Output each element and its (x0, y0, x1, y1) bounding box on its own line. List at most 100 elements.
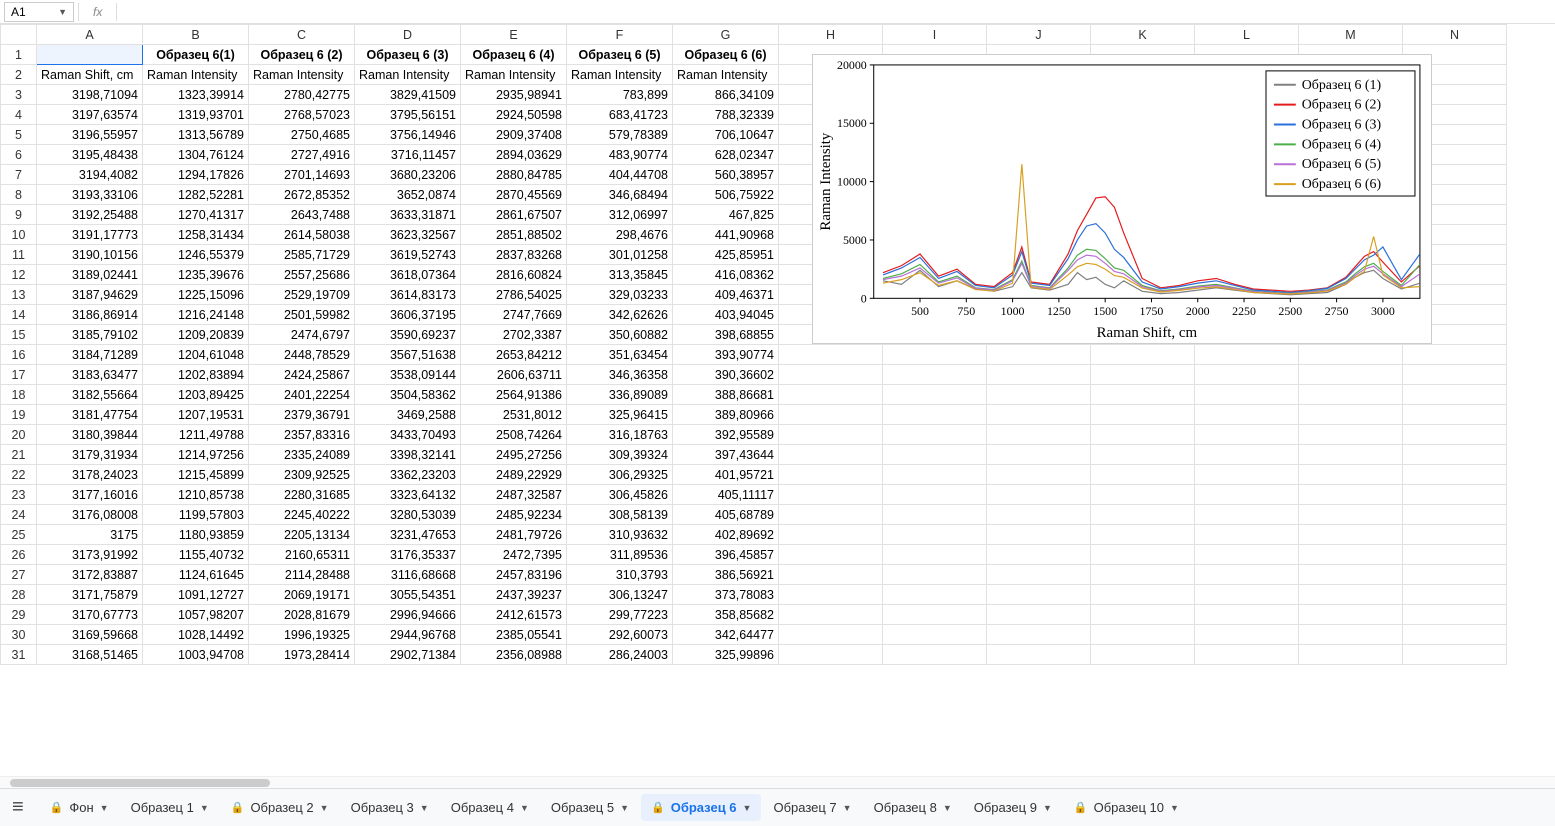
cell[interactable]: 2401,22254 (249, 385, 355, 405)
selected-cell[interactable] (37, 45, 143, 65)
cell[interactable]: 3614,83173 (355, 285, 461, 305)
cell[interactable]: 299,77223 (567, 605, 673, 625)
cell[interactable]: 3116,68668 (355, 565, 461, 585)
cell[interactable]: 2437,39237 (461, 585, 567, 605)
cell[interactable]: 3398,32141 (355, 445, 461, 465)
tab-dropdown-icon[interactable]: ▼ (100, 803, 109, 813)
cell[interactable]: 2653,84212 (461, 345, 567, 365)
cell[interactable] (1299, 625, 1403, 645)
cell[interactable]: 2564,91386 (461, 385, 567, 405)
cell[interactable] (1195, 605, 1299, 625)
row-header[interactable]: 1 (1, 45, 37, 65)
cell[interactable]: 1270,41317 (143, 205, 249, 225)
cell[interactable]: Образец 6 (3) (355, 45, 461, 65)
row-header[interactable]: 8 (1, 185, 37, 205)
cell[interactable] (1195, 565, 1299, 585)
cell[interactable] (779, 525, 883, 545)
row-header[interactable]: 6 (1, 145, 37, 165)
cell[interactable]: 1204,61048 (143, 345, 249, 365)
cell[interactable] (883, 585, 987, 605)
cell[interactable] (1195, 645, 1299, 665)
cell[interactable]: 398,68855 (673, 325, 779, 345)
row-header[interactable]: 7 (1, 165, 37, 185)
cell[interactable]: 783,899 (567, 85, 673, 105)
cell[interactable]: 1057,98207 (143, 605, 249, 625)
cell[interactable]: 3179,31934 (37, 445, 143, 465)
cell[interactable] (883, 485, 987, 505)
row-header[interactable]: 29 (1, 605, 37, 625)
cell[interactable]: 1155,40732 (143, 545, 249, 565)
cell[interactable] (1091, 545, 1195, 565)
tab-dropdown-icon[interactable]: ▼ (1043, 803, 1052, 813)
cell[interactable] (883, 365, 987, 385)
cell[interactable]: 3173,91992 (37, 545, 143, 565)
cell[interactable]: 1215,45899 (143, 465, 249, 485)
cell[interactable] (883, 345, 987, 365)
cell[interactable]: 628,02347 (673, 145, 779, 165)
cell[interactable] (1299, 365, 1403, 385)
cell[interactable] (1195, 405, 1299, 425)
cell[interactable] (987, 585, 1091, 605)
cell[interactable]: 2557,25686 (249, 265, 355, 285)
cell[interactable]: 2357,83316 (249, 425, 355, 445)
cell[interactable] (1403, 405, 1507, 425)
cell[interactable]: 2485,92234 (461, 505, 567, 525)
cell[interactable]: 866,34109 (673, 85, 779, 105)
cell[interactable] (779, 645, 883, 665)
cell[interactable]: 2702,3387 (461, 325, 567, 345)
cell[interactable]: 3191,17773 (37, 225, 143, 245)
cell[interactable] (1299, 605, 1403, 625)
cell[interactable]: 1304,76124 (143, 145, 249, 165)
sheet-tab[interactable]: Образец 7▼ (763, 794, 861, 821)
cell[interactable] (779, 545, 883, 565)
cell[interactable]: 358,85682 (673, 605, 779, 625)
cell[interactable]: 388,86681 (673, 385, 779, 405)
cell[interactable] (987, 345, 1091, 365)
row-header[interactable]: 14 (1, 305, 37, 325)
cell[interactable]: 404,44708 (567, 165, 673, 185)
cell[interactable]: 3192,25488 (37, 205, 143, 225)
row-header[interactable]: 27 (1, 565, 37, 585)
cell[interactable]: 301,01258 (567, 245, 673, 265)
cell[interactable] (779, 345, 883, 365)
cell[interactable]: 467,825 (673, 205, 779, 225)
row-header[interactable]: 31 (1, 645, 37, 665)
cell[interactable] (883, 425, 987, 445)
cell[interactable] (1091, 445, 1195, 465)
cell[interactable]: 2474,6797 (249, 325, 355, 345)
cell[interactable]: 1124,61645 (143, 565, 249, 585)
cell[interactable]: 3633,31871 (355, 205, 461, 225)
cell[interactable] (987, 405, 1091, 425)
cell[interactable] (1403, 645, 1507, 665)
cell[interactable]: 683,41723 (567, 105, 673, 125)
cell[interactable]: 3504,58362 (355, 385, 461, 405)
cell[interactable]: 1003,94708 (143, 645, 249, 665)
cell[interactable]: 1225,15096 (143, 285, 249, 305)
column-header[interactable]: D (355, 25, 461, 45)
row-header[interactable]: 16 (1, 345, 37, 365)
cell[interactable]: 3172,83887 (37, 565, 143, 585)
cell[interactable]: 1246,55379 (143, 245, 249, 265)
cell[interactable]: 3231,47653 (355, 525, 461, 545)
cell[interactable]: 706,10647 (673, 125, 779, 145)
cell[interactable]: 3168,51465 (37, 645, 143, 665)
all-sheets-menu-icon[interactable]: ≡ (12, 796, 24, 819)
cell[interactable]: 3175 (37, 525, 143, 545)
cell[interactable]: 1091,12727 (143, 585, 249, 605)
cell[interactable]: 346,68494 (567, 185, 673, 205)
cell[interactable]: Образец 6(1) (143, 45, 249, 65)
cell[interactable]: 2472,7395 (461, 545, 567, 565)
cell[interactable] (1091, 345, 1195, 365)
cell[interactable]: Raman Intensity (143, 65, 249, 85)
column-header[interactable]: H (779, 25, 883, 45)
sheet-tab[interactable]: Образец 9▼ (964, 794, 1062, 821)
cell[interactable] (1403, 545, 1507, 565)
column-header[interactable]: B (143, 25, 249, 45)
cell[interactable]: 2935,98941 (461, 85, 567, 105)
cell[interactable] (779, 365, 883, 385)
row-header[interactable]: 26 (1, 545, 37, 565)
cell[interactable] (883, 625, 987, 645)
cell[interactable]: 312,06997 (567, 205, 673, 225)
name-box[interactable]: A1 ▼ (4, 2, 74, 22)
cell[interactable] (1299, 645, 1403, 665)
